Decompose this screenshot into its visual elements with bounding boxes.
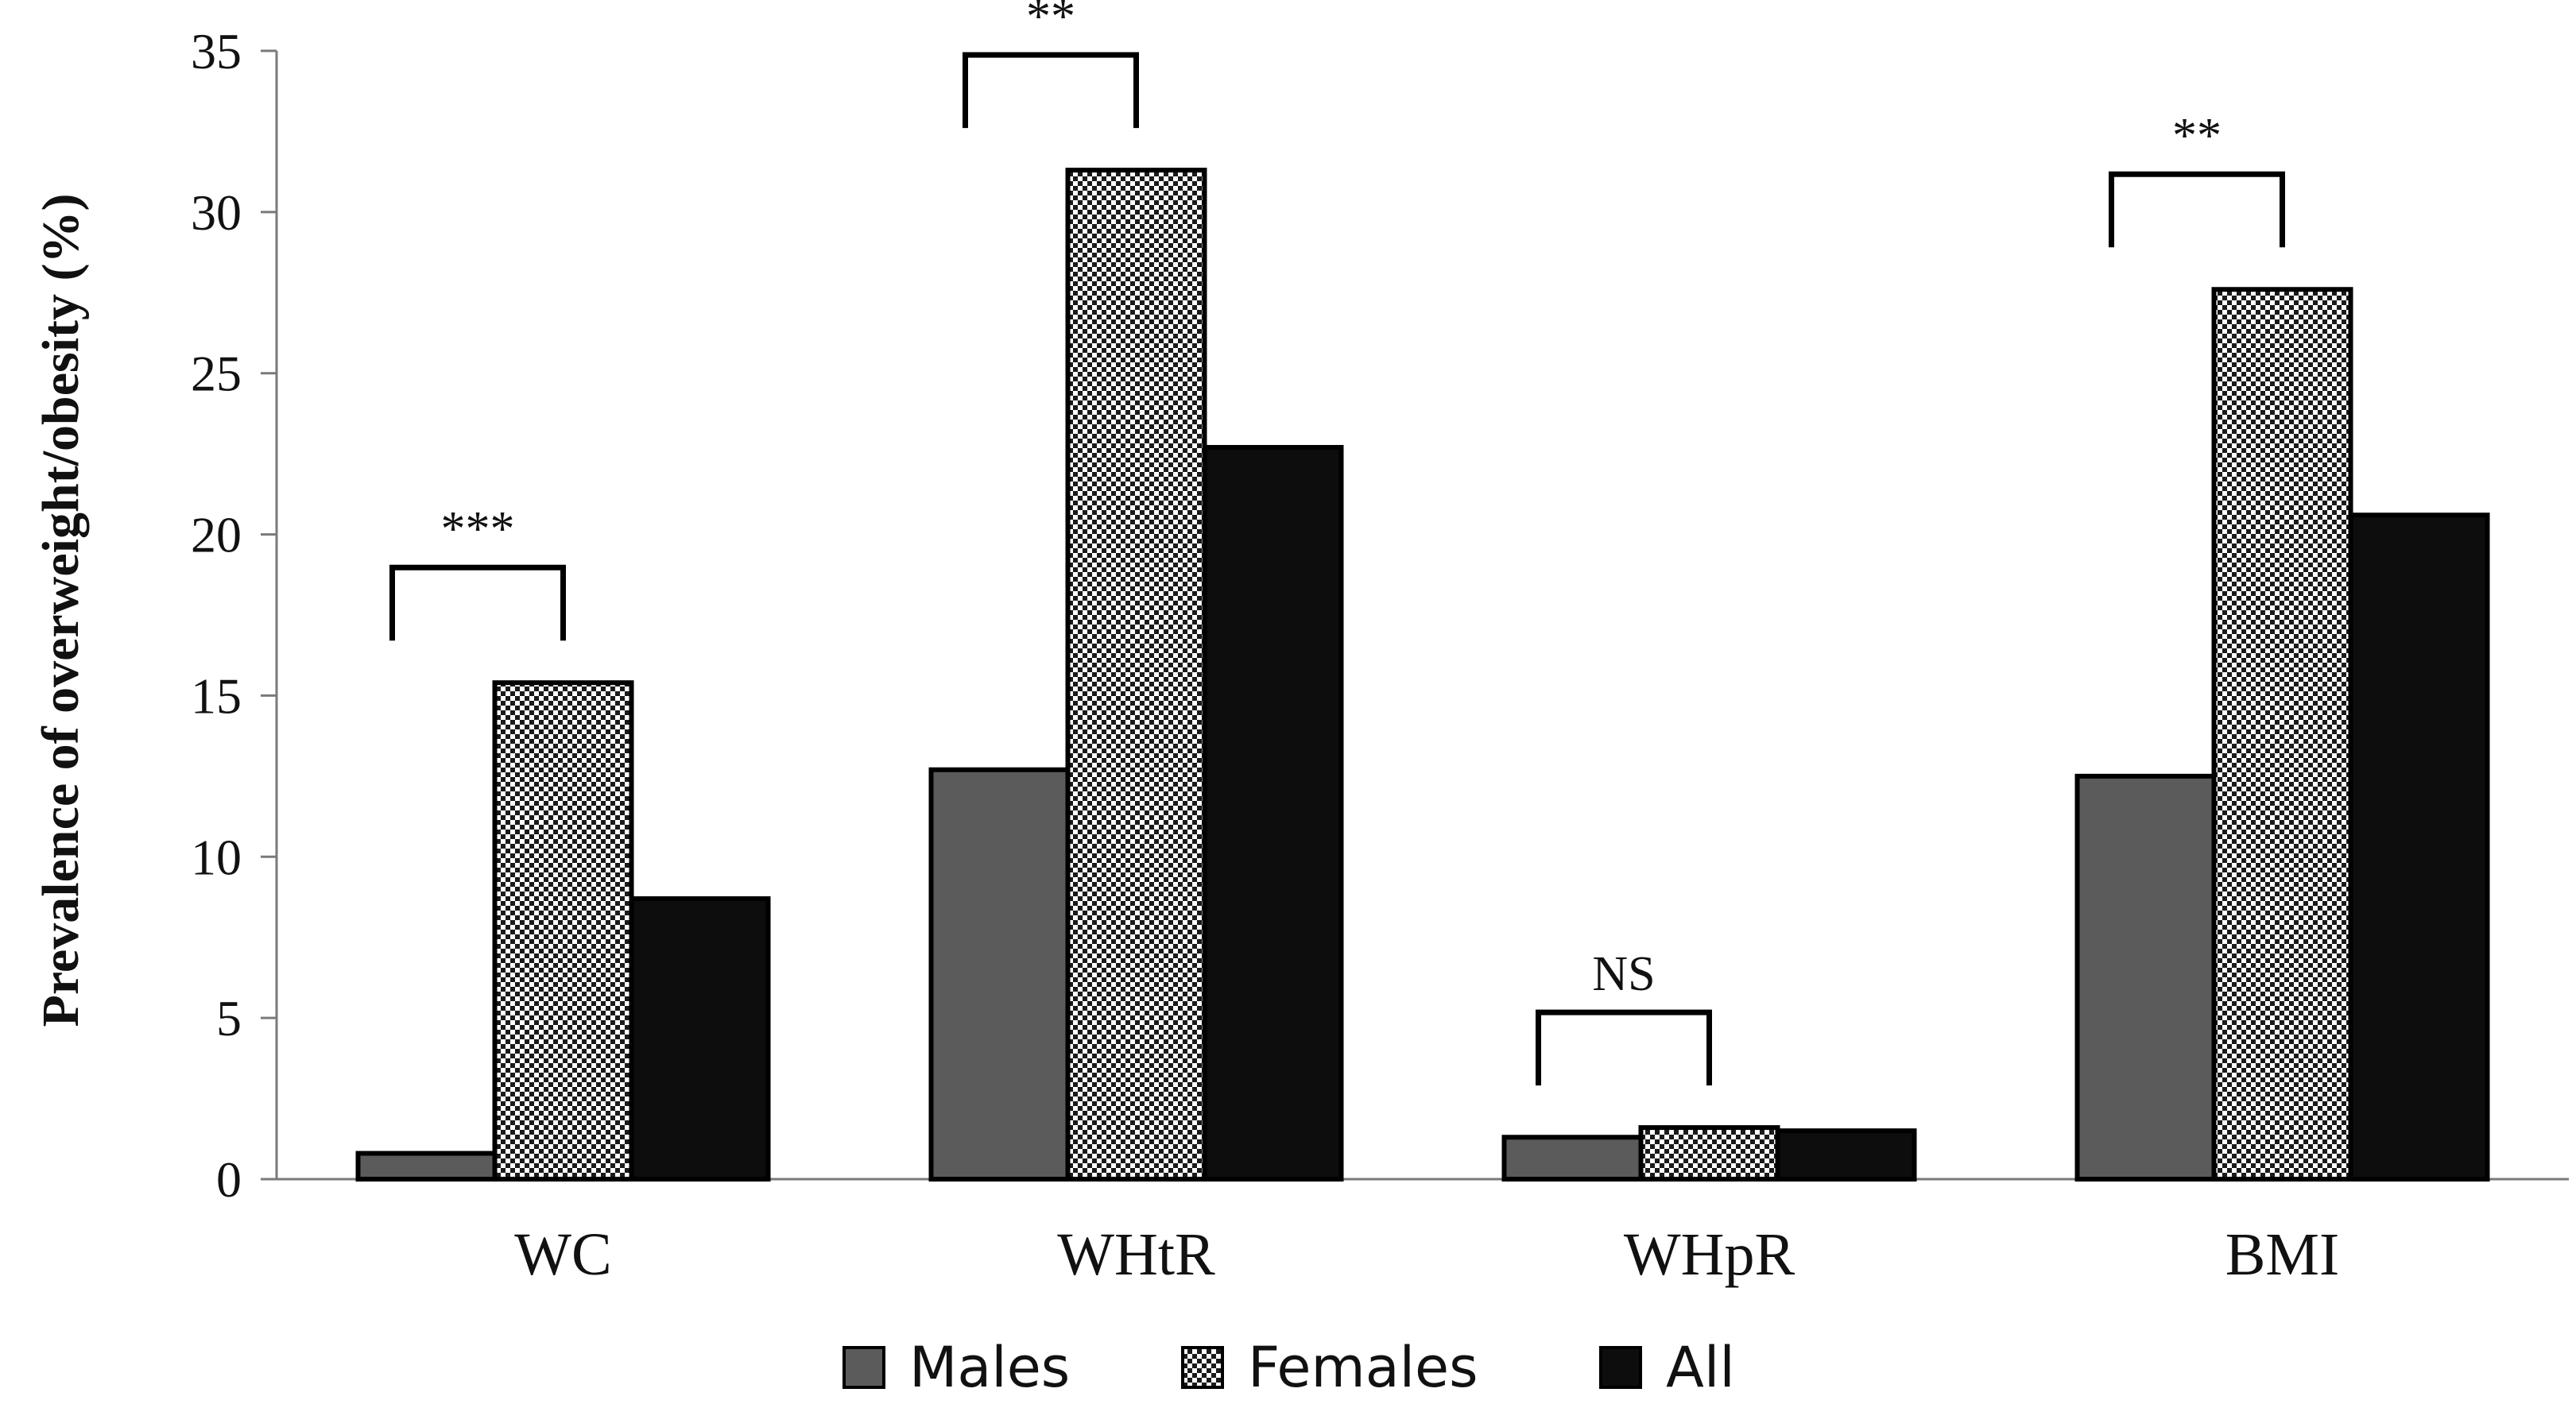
legend-swatch-males	[843, 1346, 885, 1389]
bar-all-wc	[629, 896, 771, 1182]
x-tick-label: WC	[514, 1221, 611, 1288]
y-axis: 0 5 10 15 20 25 30 35	[191, 23, 278, 1208]
legend-label-females: Females	[1248, 1335, 1478, 1400]
legend: Males Females All	[843, 1335, 1735, 1400]
y-tick-label: 25	[191, 346, 242, 402]
bar-all-whtr	[1202, 445, 1344, 1182]
significance-bracket	[2109, 171, 2285, 248]
significance-label: **	[2172, 109, 2222, 163]
legend-label-males: Males	[909, 1335, 1070, 1400]
bar-females-whpr	[1638, 1125, 1780, 1182]
x-axis: WC WHtR WHpR BMI	[277, 1178, 2569, 1288]
significance-bracket	[389, 564, 566, 641]
x-tick-label: WHpR	[1624, 1221, 1795, 1288]
legend-label-all: All	[1666, 1335, 1735, 1400]
legend-swatch-females	[1181, 1346, 1224, 1389]
significance-bracket	[963, 52, 1139, 129]
bar-males-bmi	[2074, 773, 2217, 1182]
y-tick-label: 15	[191, 667, 242, 724]
bar-females-wc	[492, 680, 634, 1182]
x-tick-label: BMI	[2225, 1221, 2340, 1288]
significance-brackets: *****NS**	[389, 0, 2285, 1086]
significance-label: ***	[441, 502, 515, 556]
y-tick-label: 20	[191, 507, 242, 563]
y-tick-label: 5	[216, 990, 242, 1046]
bar-all-whpr	[1775, 1128, 1917, 1182]
legend-swatch-all	[1599, 1346, 1642, 1389]
bar-males-whtr	[928, 767, 1071, 1182]
significance-bracket	[1536, 1009, 1712, 1086]
bar-females-whtr	[1065, 168, 1207, 1182]
y-tick-label: 0	[216, 1151, 242, 1208]
bar-males-wc	[355, 1151, 498, 1182]
bar-males-whpr	[1501, 1135, 1644, 1182]
y-tick-label: 10	[191, 829, 242, 885]
bar-females-bmi	[2211, 287, 2353, 1182]
x-tick-label: WHtR	[1057, 1221, 1215, 1288]
y-tick-label: 30	[191, 184, 242, 241]
bar-all-bmi	[2348, 512, 2490, 1182]
y-axis-label: Prevalence of overweight/obesity (%)	[32, 194, 90, 1027]
y-tick-label: 35	[191, 23, 242, 79]
bars	[355, 168, 2490, 1182]
significance-label: **	[1026, 0, 1075, 44]
significance-label: NS	[1592, 947, 1655, 1001]
